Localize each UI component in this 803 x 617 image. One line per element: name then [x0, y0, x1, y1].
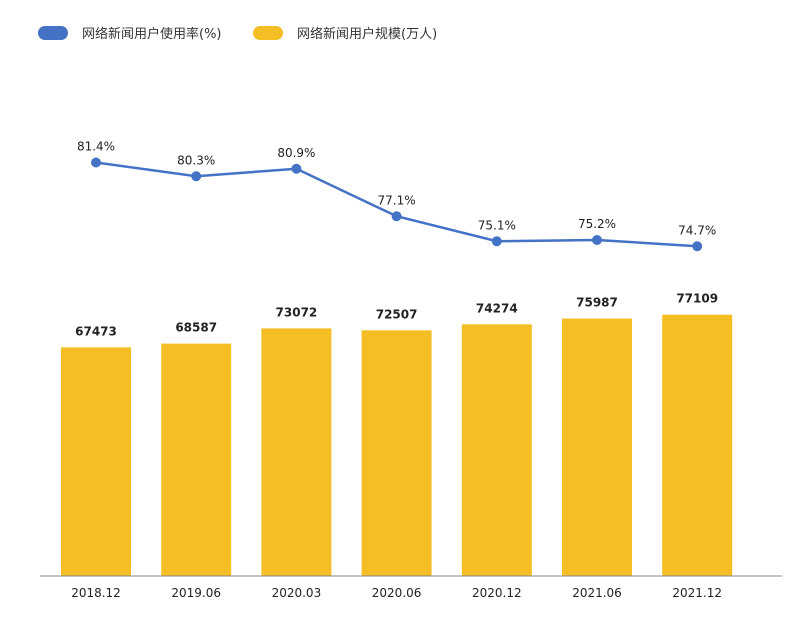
- line-series: [91, 157, 703, 252]
- x-tick-label-2019.06: 2019.06: [171, 586, 221, 600]
- bar-value-label-2020.03: 73072: [276, 305, 318, 319]
- legend-swatch-1: [253, 26, 283, 40]
- legend-swatch-0: [38, 26, 68, 40]
- bar-2021.06: [562, 318, 632, 576]
- bar-2020.12: [461, 324, 532, 576]
- x-tick-label-2018.12: 2018.12: [71, 586, 121, 600]
- bar-value-label-2021.06: 75987: [576, 296, 618, 310]
- line-value-labels: 81.4% 80.3% 80.9% 77.1% 75.1% 75.2% 74.7%: [77, 140, 716, 238]
- bar-value-labels: 67473 68587 73072 72507 74274 75987 77109: [75, 292, 718, 339]
- bar-value-label-2020.12: 74274: [476, 301, 518, 315]
- x-tick-label-2020.12: 2020.12: [472, 586, 522, 600]
- bar-value-label-2019.06: 68587: [175, 321, 217, 335]
- legend-label-0: 网络新闻用户使用率(%): [82, 26, 222, 42]
- bar-2021.12: [662, 314, 733, 576]
- line-point-2018.12: [91, 157, 101, 168]
- x-tick-label-2021.06: 2021.06: [572, 586, 622, 600]
- bar-series: [61, 314, 733, 576]
- bar-value-label-2018.12: 67473: [75, 324, 117, 338]
- bar-2020.03: [261, 328, 332, 576]
- x-tick-label-2020.03: 2020.03: [272, 586, 322, 600]
- bar-value-label-2020.06: 72507: [376, 307, 418, 321]
- line-point-2020.06: [391, 211, 402, 222]
- x-axis-tick-labels: 2018.12 2019.06 2020.03 2020.06 2020.12 2021.…: [71, 586, 722, 600]
- legend: 网络新闻用户使用率(%) 网络新闻用户规模(万人): [38, 26, 437, 42]
- line-point-2020.03: [291, 163, 302, 174]
- line-point-2021.06: [592, 235, 602, 245]
- line-value-label-2018.12: 81.4%: [77, 140, 115, 154]
- bar-2019.06: [161, 343, 232, 576]
- bar-2018.12: [61, 347, 131, 576]
- line-value-label-2021.06: 75.2%: [578, 217, 616, 231]
- x-tick-label-2020.06: 2020.06: [372, 586, 422, 600]
- line-value-label-2020.03: 80.9%: [277, 146, 315, 160]
- bar-2020.06: [361, 330, 432, 576]
- line-point-2020.12: [491, 236, 502, 247]
- x-tick-label-2021.12: 2021.12: [672, 586, 722, 600]
- bar-value-label-2021.12: 77109: [676, 292, 718, 306]
- line-point-2021.12: [692, 241, 703, 252]
- line-point-2019.06: [191, 171, 202, 182]
- legend-label-1: 网络新闻用户规模(万人): [297, 26, 437, 42]
- line-value-label-2021.12: 74.7%: [678, 223, 716, 237]
- line-value-label-2019.06: 80.3%: [177, 153, 215, 167]
- line-value-label-2020.06: 77.1%: [378, 193, 416, 207]
- line-value-label-2020.12: 75.1%: [478, 218, 516, 232]
